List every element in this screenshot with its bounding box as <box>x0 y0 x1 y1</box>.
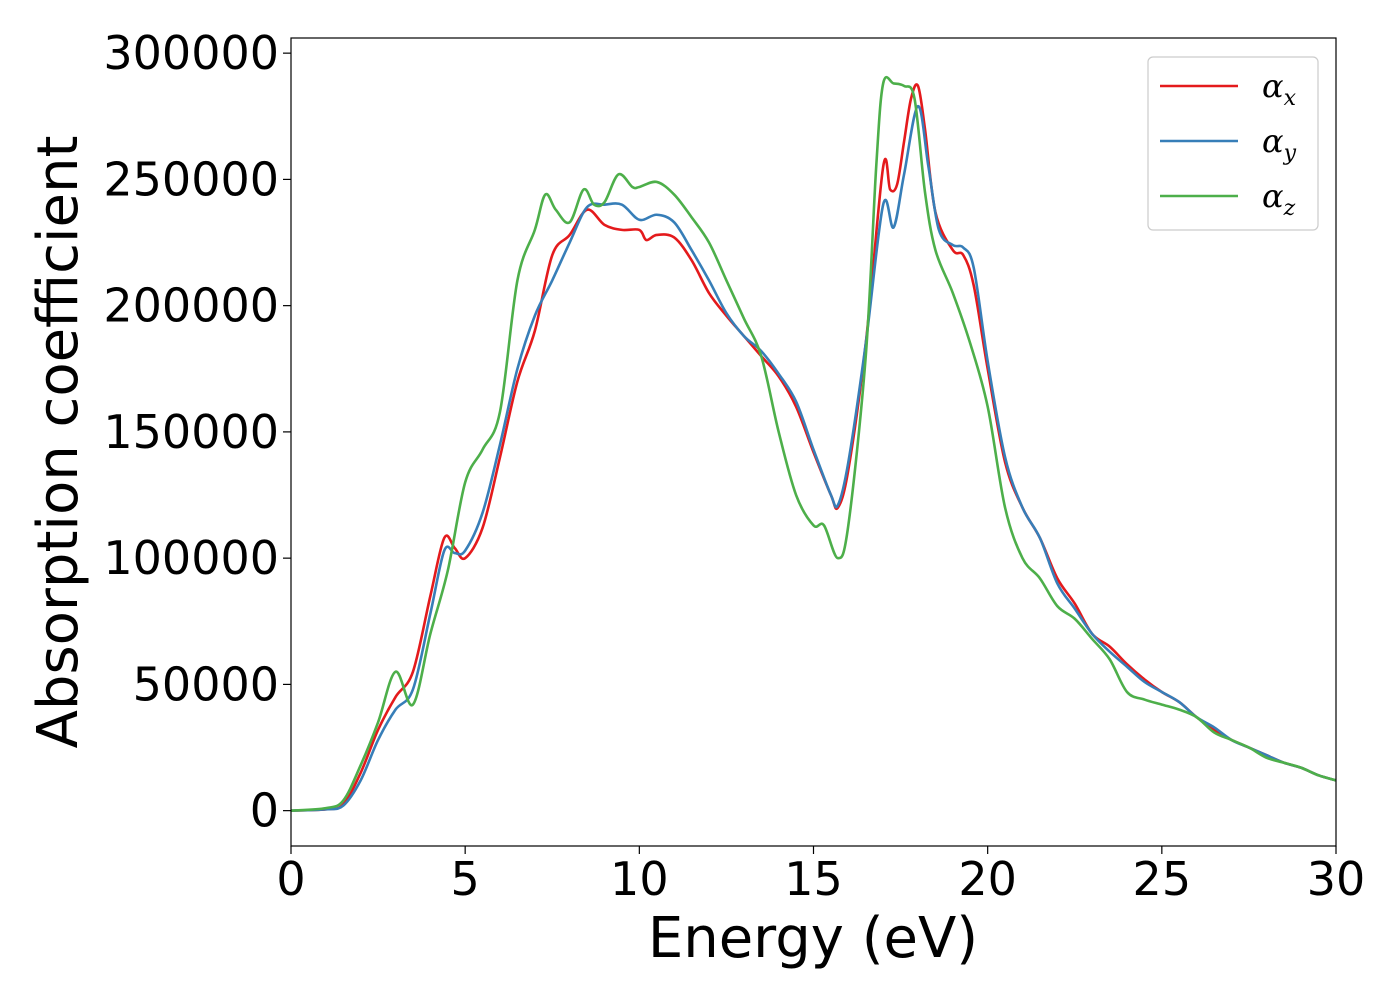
x-tick-label: 10 <box>610 852 669 906</box>
legend-subscript: y <box>1283 141 1297 166</box>
x-axis-label: Energy (eV) <box>648 906 978 971</box>
x-tick-label: 15 <box>784 852 843 906</box>
legend-box <box>1147 56 1319 231</box>
series-line-alpha-z <box>290 75 1337 812</box>
legend-subscript: z <box>1283 196 1296 221</box>
legend-label-alpha-z: αz <box>1262 177 1296 221</box>
legend-symbol: α <box>1262 177 1284 215</box>
y-axis-label: Absorption coefficient <box>26 136 91 749</box>
legend-label-alpha-y: αy <box>1262 122 1297 166</box>
y-axis-ticks: 0 50000 100000 150000 200000 250000 300000 <box>103 26 291 838</box>
plot-frame <box>290 37 1337 847</box>
series-lines <box>290 75 1337 812</box>
legend-symbol: α <box>1262 122 1284 160</box>
x-tick-label: 5 <box>451 852 480 906</box>
x-axis-ticks: 0 5 10 15 20 25 30 <box>276 846 1365 906</box>
y-tick-label: 200000 <box>103 279 279 333</box>
x-tick-label: 30 <box>1307 852 1366 906</box>
x-tick-label: 0 <box>276 852 305 906</box>
y-tick-label: 50000 <box>133 657 279 711</box>
y-tick-label: 300000 <box>103 26 279 80</box>
legend-symbol: α <box>1262 67 1284 105</box>
x-tick-label: 25 <box>1133 852 1192 906</box>
series-line-alpha-y <box>290 104 1337 812</box>
legend-label-alpha-x: αx <box>1262 67 1297 111</box>
y-tick-label: 150000 <box>103 405 279 459</box>
x-tick-label: 20 <box>958 852 1017 906</box>
y-tick-label: 250000 <box>103 152 279 206</box>
y-tick-label: 100000 <box>103 531 279 585</box>
y-tick-label: 0 <box>250 784 279 838</box>
legend-subscript: x <box>1284 86 1297 111</box>
